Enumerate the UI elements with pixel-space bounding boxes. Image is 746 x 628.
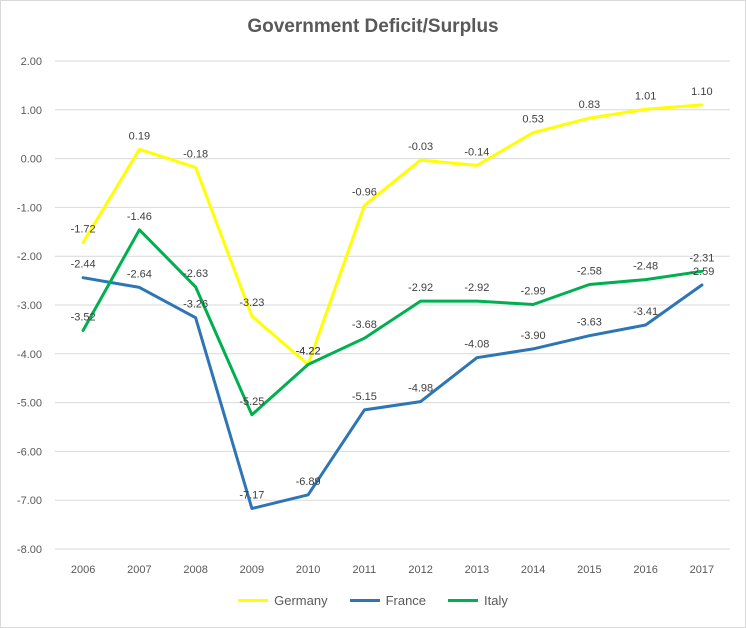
data-label-italy: -2.48 bbox=[633, 261, 658, 273]
y-tick-label: -7.00 bbox=[17, 495, 42, 507]
y-tick-label: -3.00 bbox=[17, 300, 42, 312]
data-label-italy: -2.58 bbox=[577, 266, 602, 278]
data-label-germany: -4.22 bbox=[296, 346, 321, 358]
data-label-italy: -2.92 bbox=[408, 282, 433, 294]
x-tick-label: 2015 bbox=[577, 564, 601, 576]
series-line-germany bbox=[81, 103, 704, 366]
legend-swatch-italy bbox=[448, 599, 479, 602]
y-tick-label: 1.00 bbox=[21, 105, 42, 117]
x-tick-label: 2013 bbox=[465, 564, 489, 576]
x-tick-label: 2009 bbox=[240, 564, 264, 576]
y-tick-label: 2.00 bbox=[21, 56, 42, 68]
x-tick-label: 2006 bbox=[71, 564, 95, 576]
data-label-italy: -1.46 bbox=[127, 211, 152, 223]
data-label-france: -4.98 bbox=[408, 383, 433, 395]
y-tick-label: -4.00 bbox=[17, 349, 42, 361]
x-tick-label: 2007 bbox=[127, 564, 151, 576]
data-label-germany: -3.23 bbox=[239, 297, 264, 309]
y-tick-label: -6.00 bbox=[17, 446, 42, 458]
series-line-france bbox=[81, 276, 704, 510]
series-line-italy bbox=[81, 228, 704, 417]
y-tick-label: 0.00 bbox=[21, 154, 42, 166]
data-label-france: -4.08 bbox=[464, 339, 489, 351]
data-label-italy: -2.63 bbox=[183, 268, 208, 280]
legend-item-germany: Germany bbox=[238, 593, 328, 608]
legend-swatch-france bbox=[349, 599, 380, 602]
data-label-italy: -3.52 bbox=[71, 311, 96, 323]
x-tick-label: 2014 bbox=[521, 564, 545, 576]
x-tick-label: 2010 bbox=[296, 564, 320, 576]
data-label-italy: -5.25 bbox=[239, 396, 264, 408]
legend-label-italy: Italy bbox=[484, 593, 508, 608]
data-label-germany: 0.53 bbox=[522, 114, 543, 126]
y-tick-label: -2.00 bbox=[17, 251, 42, 263]
legend-item-france: France bbox=[349, 593, 427, 608]
data-label-germany: 0.19 bbox=[129, 130, 150, 142]
x-tick-label: 2008 bbox=[183, 564, 207, 576]
data-label-france: -3.90 bbox=[521, 330, 546, 342]
legend-label-germany: Germany bbox=[274, 593, 328, 608]
x-tick-label: 2012 bbox=[408, 564, 432, 576]
data-label-italy: -4.22 bbox=[296, 346, 321, 358]
chart-title: Government Deficit/Surplus bbox=[247, 16, 499, 37]
y-tick-label: -1.00 bbox=[17, 202, 42, 214]
data-label-france: -2.59 bbox=[689, 266, 714, 278]
legend-item-italy: Italy bbox=[448, 593, 508, 608]
data-label-france: -6.89 bbox=[296, 476, 321, 488]
data-label-france: -3.63 bbox=[577, 317, 602, 329]
data-label-france: -3.41 bbox=[633, 306, 658, 318]
x-tick-label: 2016 bbox=[633, 564, 657, 576]
data-label-italy: -2.92 bbox=[464, 282, 489, 294]
data-label-france: -2.44 bbox=[71, 259, 96, 271]
data-label-germany: 1.01 bbox=[635, 90, 656, 102]
y-tick-label: -5.00 bbox=[17, 398, 42, 410]
x-tick-label: 2011 bbox=[353, 564, 377, 576]
data-label-italy: -3.68 bbox=[352, 319, 377, 331]
chart-legend: Germany France Italy bbox=[0, 593, 746, 608]
data-label-germany: 1.10 bbox=[691, 86, 712, 98]
data-label-germany: -0.03 bbox=[408, 141, 433, 153]
data-label-germany: -0.14 bbox=[464, 146, 489, 158]
data-label-italy: -2.99 bbox=[521, 286, 546, 298]
data-label-germany: 0.83 bbox=[579, 99, 600, 111]
y-tick-label: -8.00 bbox=[17, 544, 42, 556]
data-label-italy: -2.31 bbox=[689, 252, 714, 264]
data-label-germany: -0.96 bbox=[352, 186, 377, 198]
data-label-germany: -1.72 bbox=[71, 224, 96, 236]
data-label-germany: -0.18 bbox=[183, 148, 208, 160]
x-tick-label: 2017 bbox=[690, 564, 714, 576]
data-label-france: -2.64 bbox=[127, 268, 152, 280]
data-label-france: -5.15 bbox=[352, 391, 377, 403]
legend-swatch-germany bbox=[238, 599, 269, 602]
legend-label-france: France bbox=[385, 593, 427, 608]
data-label-france: -7.17 bbox=[239, 489, 264, 501]
data-label-france: -3.26 bbox=[183, 299, 208, 311]
